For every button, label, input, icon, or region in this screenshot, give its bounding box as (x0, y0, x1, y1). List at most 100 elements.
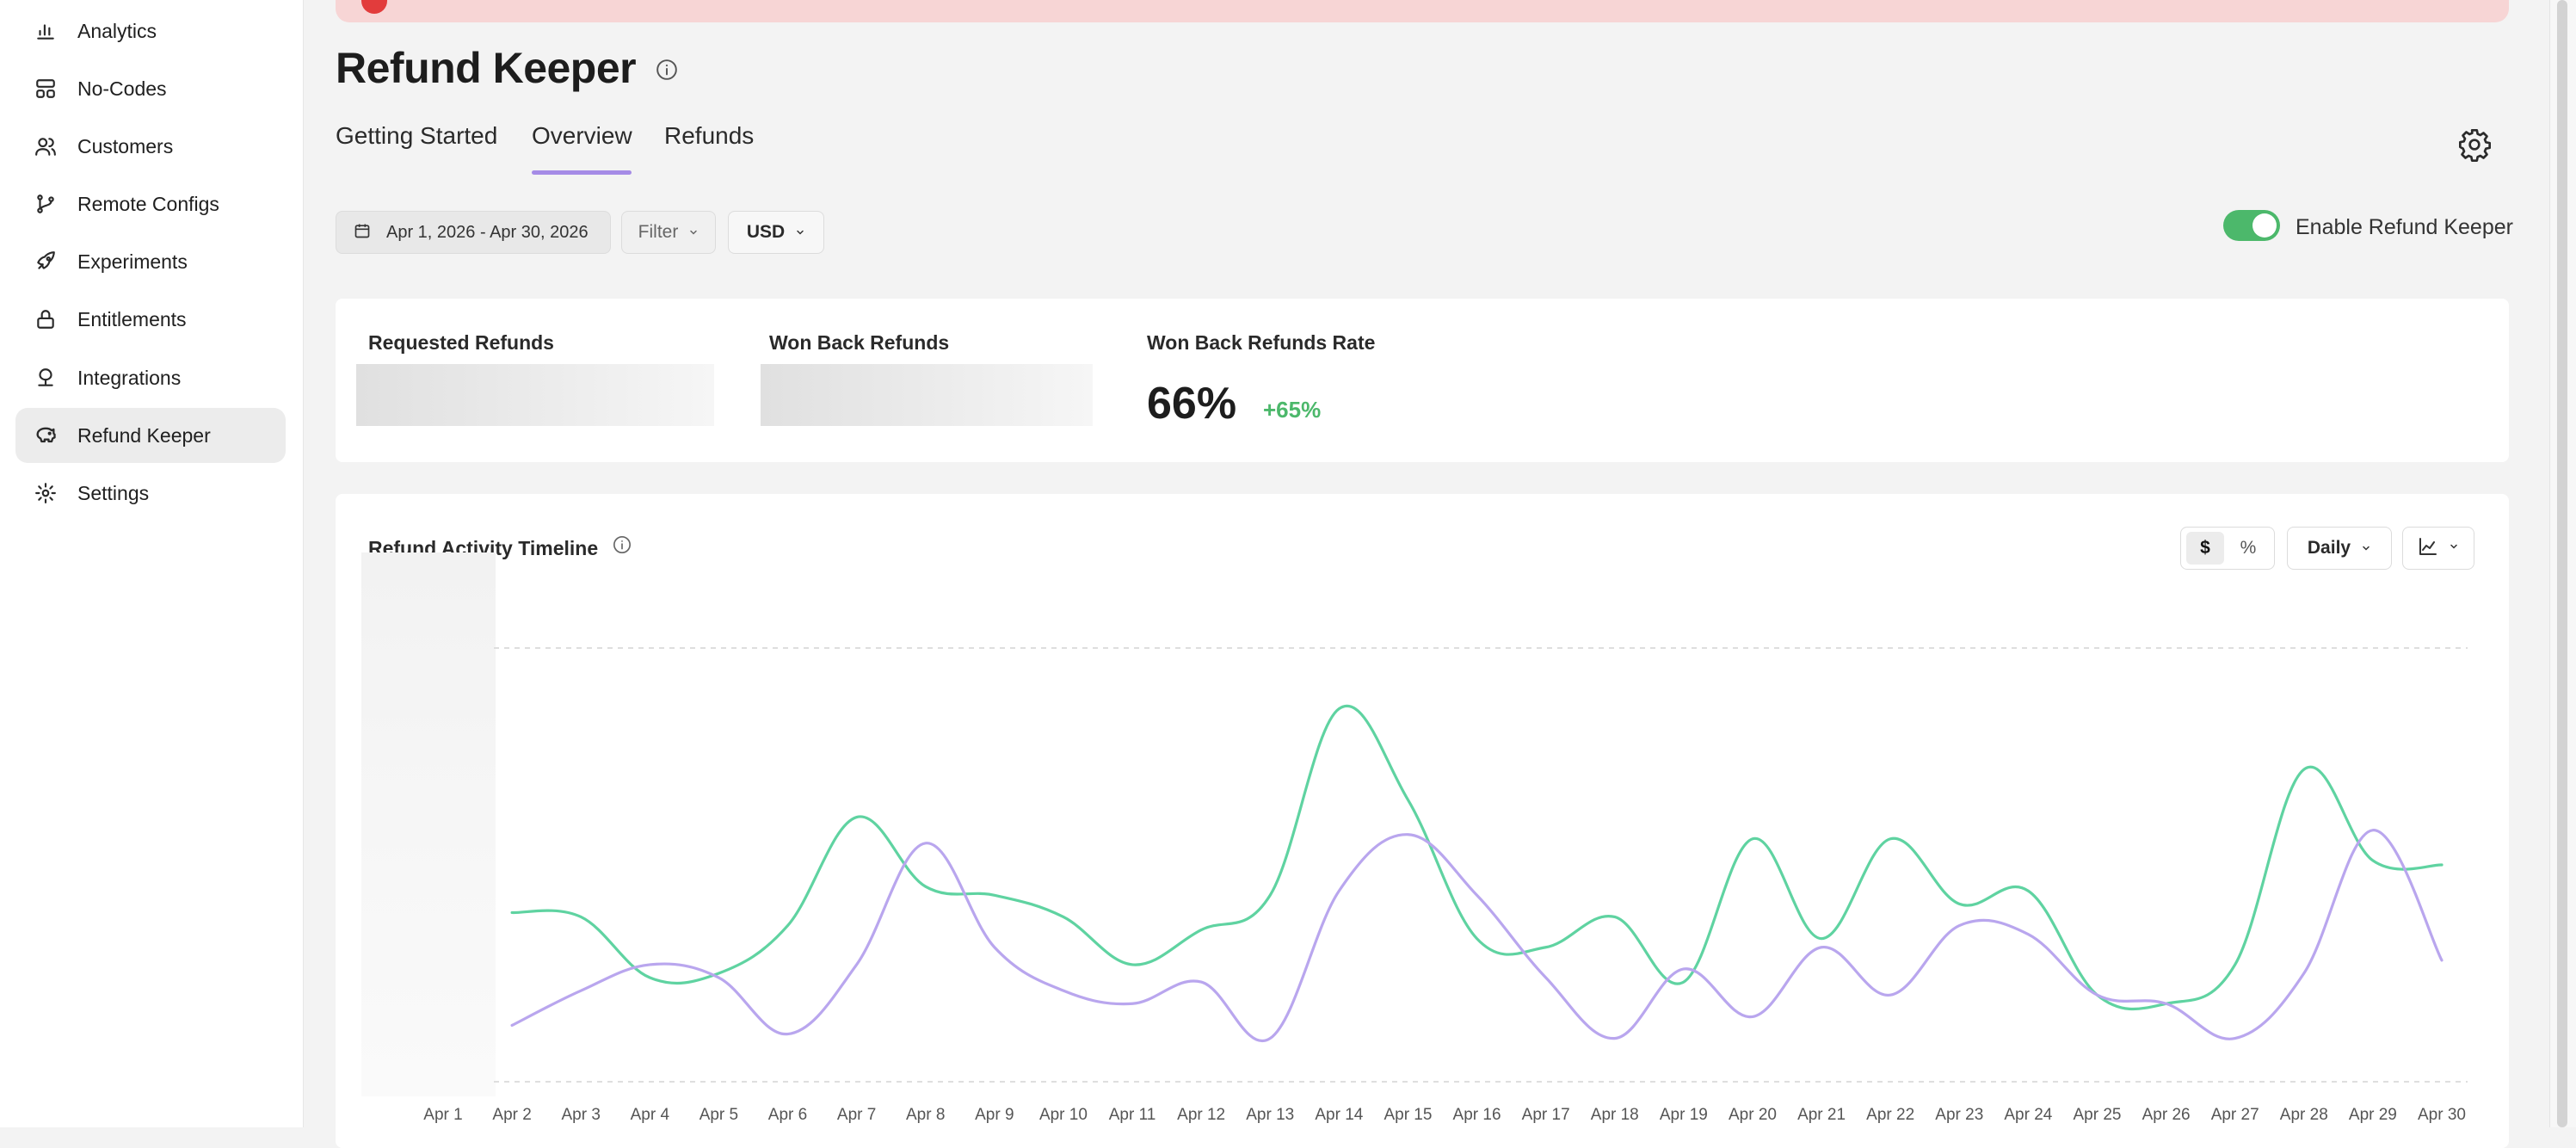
granularity-label: Daily (2307, 538, 2351, 558)
x-tick-label: Apr 3 (561, 1106, 600, 1124)
won-back-refunds-label: Won Back Refunds (769, 331, 950, 354)
currency-select[interactable]: USD (728, 211, 824, 254)
unit-dollar-button[interactable]: $ (2186, 532, 2224, 565)
tab-refunds[interactable]: Refunds (664, 122, 755, 149)
toggle-label: Enable Refund Keeper (2296, 215, 2513, 239)
sidebar-item-settings[interactable]: Settings (15, 466, 286, 521)
unit-percent-button[interactable]: % (2240, 538, 2257, 558)
chevron-down-icon (2449, 540, 2459, 556)
x-tick-label: Apr 25 (2073, 1106, 2121, 1124)
x-tick-label: Apr 11 (1109, 1106, 1156, 1124)
sidebar-item-no-codes[interactable]: No-Codes (15, 61, 286, 116)
x-tick-label: Apr 24 (2004, 1106, 2052, 1124)
won-back-refunds-skeleton (761, 364, 1093, 426)
enable-refund-keeper-toggle[interactable] (2223, 210, 2280, 241)
unit-toggle: $ % (2180, 527, 2275, 570)
page-title: Refund Keeper (336, 44, 637, 92)
sidebar-item-label: Entitlements (77, 307, 187, 330)
gear-icon (33, 480, 59, 506)
lock-icon (33, 306, 59, 332)
x-tick-label: Apr 19 (1660, 1106, 1708, 1124)
x-tick-label: Apr 5 (699, 1106, 738, 1124)
sidebar-item-label: Remote Configs (77, 192, 219, 215)
users-icon (33, 133, 59, 159)
chevron-down-icon (795, 222, 805, 243)
active-tab-indicator (532, 170, 632, 175)
x-tick-label: Apr 2 (492, 1106, 531, 1124)
sidebar-item-label: No-Codes (77, 77, 167, 100)
x-tick-label: Apr 30 (2418, 1106, 2466, 1124)
requested-refunds-label: Requested Refunds (368, 331, 554, 354)
x-tick-label: Apr 20 (1729, 1106, 1777, 1124)
sidebar-item-remote-configs[interactable]: Remote Configs (15, 176, 286, 231)
chart-card (336, 494, 2509, 1148)
toggle-knob (2252, 213, 2277, 238)
granularity-select[interactable]: Daily (2287, 527, 2392, 570)
x-tick-label: Apr 12 (1177, 1106, 1225, 1124)
date-range-picker[interactable]: Apr 1, 2026 - Apr 30, 2026 (336, 211, 611, 254)
won-back-rate-label: Won Back Refunds Rate (1147, 331, 1376, 354)
sidebar-item-customers[interactable]: Customers (15, 119, 286, 174)
sidebar-item-label: Integrations (77, 366, 182, 389)
x-tick-label: Apr 6 (768, 1106, 807, 1124)
integration-icon (33, 365, 59, 391)
chart-type-select[interactable] (2402, 527, 2474, 570)
currency-label: USD (746, 222, 786, 242)
tab-overview[interactable]: Overview (532, 122, 632, 149)
calendar-icon (354, 222, 371, 244)
sidebar-item-analytics[interactable]: Analytics (15, 3, 286, 59)
x-tick-label: Apr 17 (1522, 1106, 1570, 1124)
sidebar-item-label: Experiments (77, 250, 188, 273)
filter-button[interactable]: Filter (621, 211, 716, 254)
requested-refunds-skeleton (356, 364, 714, 426)
x-tick-label: Apr 13 (1246, 1106, 1294, 1124)
filter-label: Filter (638, 222, 679, 242)
sidebar-item-label: Analytics (77, 19, 157, 42)
x-tick-label: Apr 29 (2349, 1106, 2397, 1124)
x-tick-label: Apr 1 (423, 1106, 462, 1124)
sidebar-item-refund-keeper[interactable]: Refund Keeper (15, 408, 286, 463)
chart-info-icon[interactable] (613, 535, 632, 554)
x-tick-label: Apr 7 (837, 1106, 876, 1124)
git-branch-icon (33, 191, 59, 217)
x-tick-label: Apr 27 (2211, 1106, 2259, 1124)
info-icon[interactable] (656, 59, 678, 81)
stats-card: Requested Refunds Won Back Refunds Won B… (336, 299, 2509, 462)
series-line-1 (510, 705, 2444, 1011)
x-tick-label: Apr 26 (2142, 1106, 2191, 1124)
date-range-label: Apr 1, 2026 - Apr 30, 2026 (386, 222, 589, 242)
layout-icon (33, 76, 59, 102)
won-back-rate-change: +65% (1263, 397, 1322, 423)
sidebar-item-label: Settings (77, 481, 150, 504)
x-tick-label: Apr 14 (1315, 1106, 1363, 1124)
x-tick-label: Apr 21 (1797, 1106, 1846, 1124)
chevron-down-icon (688, 222, 699, 243)
line-chart-icon (2418, 536, 2438, 561)
x-tick-label: Apr 23 (1935, 1106, 1983, 1124)
sidebar-item-label: Refund Keeper (77, 423, 211, 447)
chevron-down-icon (2361, 538, 2371, 559)
rocket-icon (33, 249, 59, 275)
settings-gear-button[interactable] (2457, 127, 2492, 162)
sidebar-item-integrations[interactable]: Integrations (15, 350, 286, 405)
x-tick-label: Apr 28 (2280, 1106, 2328, 1124)
series-line-2 (510, 829, 2444, 1042)
x-tick-label: Apr 10 (1039, 1106, 1088, 1124)
sidebar-item-entitlements[interactable]: Entitlements (15, 292, 286, 347)
gear-icon (2459, 129, 2491, 162)
x-tick-label: Apr 18 (1591, 1106, 1639, 1124)
x-tick-label: Apr 8 (906, 1106, 945, 1124)
piggy-bank-icon (33, 423, 59, 448)
sidebar-item-experiments[interactable]: Experiments (15, 234, 286, 289)
won-back-rate-value: 66% (1147, 379, 1237, 429)
page-scrollbar[interactable] (2549, 0, 2576, 1127)
sidebar-item-label: Customers (77, 134, 174, 157)
error-banner (336, 0, 2509, 22)
scrollbar-thumb[interactable] (2557, 0, 2567, 1127)
tab-getting-started[interactable]: Getting Started (336, 122, 498, 149)
error-icon (361, 0, 387, 14)
x-tick-label: Apr 22 (1866, 1106, 1914, 1124)
x-tick-label: Apr 9 (975, 1106, 1014, 1124)
chart-loading-skeleton (361, 552, 496, 1096)
